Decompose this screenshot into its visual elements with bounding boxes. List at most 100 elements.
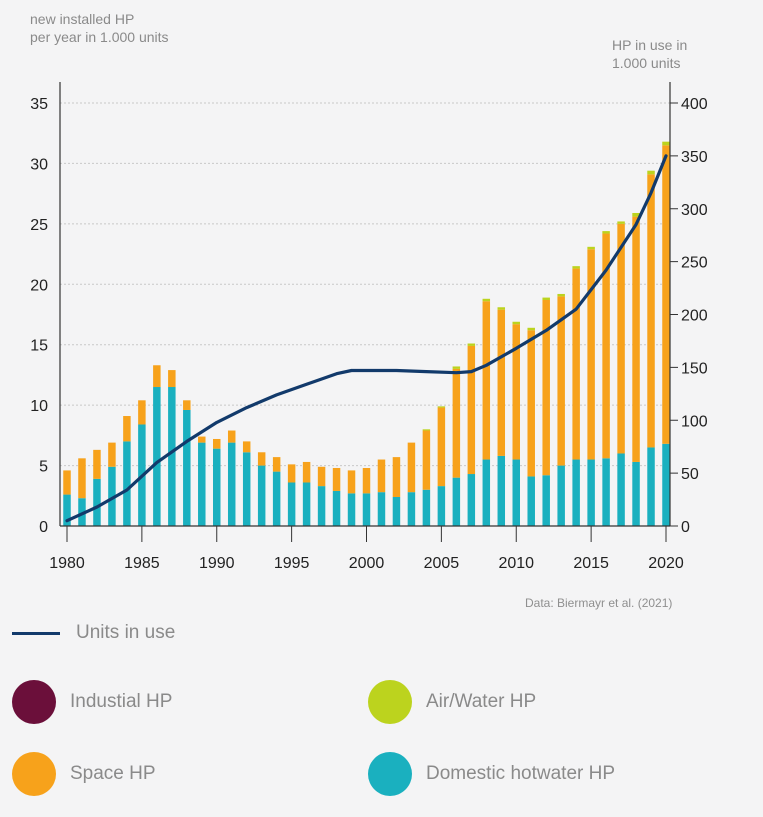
bar-segment [108,466,116,526]
bar-segment [422,429,431,431]
legend-industrial-hp: Industial HP [12,680,172,724]
bar-segment [93,449,101,479]
bar-segment [138,400,146,425]
bar-segment [168,387,176,526]
y-left-tick-label: 35 [30,96,48,113]
bar-segment [467,474,476,526]
x-tick-label: 2000 [349,555,385,572]
bar-segment [78,458,86,499]
bar-segment [63,494,71,526]
bar-segment [587,459,595,526]
bar-segment [63,470,71,495]
bar-segment [497,307,506,310]
legend-label: Domestic hotwater HP [426,763,616,784]
bar-segment [332,467,341,491]
bar-segment [602,233,610,459]
bar-segment [557,296,565,466]
legend-dot-swatch [368,752,412,796]
bar-segment [213,448,221,526]
bar-segment [377,459,386,493]
bar-segment [662,145,670,444]
y-right-tick-label: 100 [681,413,708,430]
units-in-use-polyline [65,154,668,523]
legend-domestic-hotwater-hp: Domestic hotwater HP [368,752,615,796]
bar-segment [302,461,311,483]
bar-segment [527,327,535,331]
bar-segment [662,443,670,526]
bar-segment [542,299,550,476]
x-tick-label: 1985 [124,555,160,572]
bar-segment [647,174,655,448]
bar-segment [497,309,506,456]
bar-segment [227,430,236,443]
bar-segment [527,330,535,477]
bar-segment [377,492,386,526]
legend-label: Units in use [76,622,176,643]
y-left-tick-label: 20 [30,277,48,294]
bar-segment [287,482,296,526]
legend-line-swatch [12,631,60,635]
legend-label: Air/Water HP [426,691,537,712]
bar-segment [572,268,580,460]
bar-segment [362,467,371,494]
bars [63,141,670,526]
bar-segment [512,459,520,526]
bar-segment [437,407,446,487]
bar-segment [422,489,431,526]
bar-segment [437,406,446,408]
legend-label: Space HP [70,763,156,784]
bar-segment [347,493,356,526]
legend-space-hp: Space HP [12,752,156,796]
bar-segment [557,465,565,526]
y-right-tick-label: 0 [681,519,690,536]
bar-segment [587,246,595,250]
bar-segment [407,442,416,493]
units-in-use-line [65,154,668,523]
bar-segment [617,221,625,224]
x-tick-label: 2015 [573,555,609,572]
bar-segment [527,476,535,526]
x-tick-label: 2020 [648,555,684,572]
y-left-tick-label: 0 [39,519,48,536]
bar-segment [153,365,161,388]
bar-segment [482,459,491,526]
bar-segment [362,493,371,526]
bar-segment [198,442,206,526]
bar-segment [452,366,461,369]
bar-segment [257,452,266,466]
bar-segment [302,482,311,526]
bar-segment [452,477,461,526]
bar-segment [242,441,251,453]
x-tick-label: 2010 [498,555,534,572]
bar-segment [602,231,610,234]
bar-segment [512,324,520,460]
bar-segment [482,298,491,302]
bar-segment [632,212,640,217]
bar-segment [467,343,476,346]
chart-canvas: 0510152025303505010015020025030035040019… [30,82,708,572]
bar-segment [467,345,476,475]
bar-segment [662,141,670,146]
x-tick-label: 1980 [49,555,85,572]
y-right-tick-label: 50 [681,466,699,483]
bar-segment [587,249,595,460]
legend-air-water-hp: Air/Water HP [368,680,536,724]
x-tick-label: 1990 [199,555,235,572]
bar-segment [392,496,401,526]
bar-segment [512,321,520,325]
bar-segment [632,461,640,526]
bar-segment [123,416,131,442]
bar-segment [572,266,580,269]
bar-segment [602,458,610,526]
bar-segment [332,490,341,526]
bar-segment [617,223,625,454]
y-right-tick-label: 200 [681,308,708,325]
bar-segment [272,457,281,472]
y-left-tick-label: 25 [30,217,48,234]
axes: 0510152025303505010015020025030035040019… [30,82,708,572]
bar-segment [632,216,640,462]
bar-segment [542,297,550,300]
y-left-tick-label: 10 [30,398,48,415]
bar-segment [93,478,101,526]
y-left-tick-label: 30 [30,156,48,173]
